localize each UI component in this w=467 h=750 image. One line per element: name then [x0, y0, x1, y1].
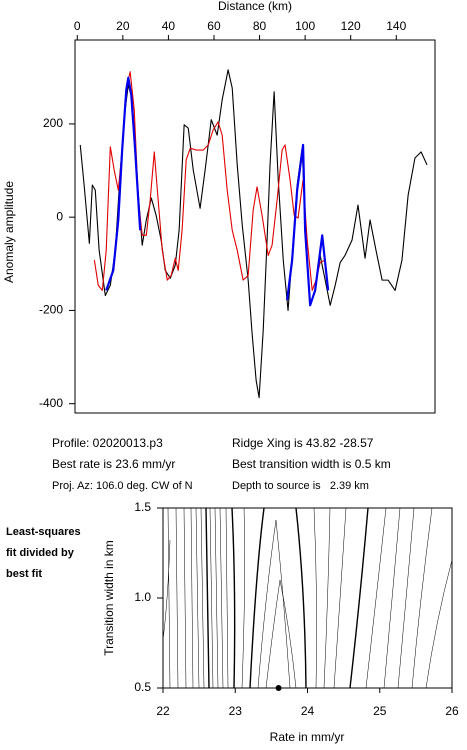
annotation: Best rate is 23.6 mm/yr [52, 457, 175, 471]
contour-line [195, 507, 200, 689]
contour-line [411, 507, 433, 689]
y-tick-label: 0 [56, 209, 63, 223]
x-tick-label: 0 [74, 19, 81, 33]
contour-line [257, 519, 291, 689]
x-tick-label: 22 [156, 704, 170, 718]
y-tick-label: -200 [39, 303, 63, 317]
contour-line [200, 507, 205, 689]
contour-line [295, 507, 307, 689]
x-tick-label: 140 [386, 19, 406, 33]
x-tick-label: 20 [116, 19, 130, 33]
contour-line [383, 507, 401, 689]
x-tick-label: 80 [253, 19, 267, 33]
contours [162, 507, 453, 689]
annotation: Depth to source is 2.39 km [232, 480, 369, 492]
contour-line [313, 507, 317, 689]
contour-line [209, 507, 214, 689]
data-line [286, 143, 330, 307]
data-point [275, 685, 282, 691]
annotation: Profile: 02020013.p3 [52, 436, 163, 450]
contour-line [214, 507, 219, 689]
contour-line [190, 507, 194, 689]
x-tick-label: 60 [207, 19, 221, 33]
y-tick-label: 200 [43, 116, 63, 130]
note-line: best fit [6, 568, 42, 580]
annotation: Ridge Xing is 43.82 -28.57 [232, 436, 374, 450]
annotation: Best transition width is 0.5 km [232, 457, 391, 471]
contour-line [425, 559, 453, 689]
contour-line [167, 507, 171, 689]
x-tick-label: 120 [341, 19, 361, 33]
contour-line [219, 507, 224, 689]
note-line: fit divided by [6, 547, 75, 559]
x-tick-label: 23 [229, 704, 243, 718]
y-tick-label: 1.5 [134, 500, 151, 514]
contour-line [249, 507, 265, 689]
contour-line [225, 507, 229, 689]
data-line [105, 76, 142, 291]
y-axis-title: Transition width in km [102, 540, 116, 656]
y-tick-label: -400 [39, 396, 63, 410]
x-axis-title: Rate in mm/yr [270, 730, 345, 744]
annotation: Proj. Az: 106.0 deg. CW of N [52, 480, 193, 492]
data-line [93, 71, 326, 291]
contour-line [241, 507, 245, 689]
y-tick-label: 1.0 [134, 590, 151, 604]
contour-line [265, 579, 297, 689]
y-tick-label: 0.5 [134, 680, 151, 694]
contour-line [162, 539, 171, 641]
x-tick-label: 100 [295, 19, 315, 33]
contour-line [323, 507, 331, 689]
x-tick-label: 24 [301, 704, 315, 718]
contour-line [205, 507, 210, 689]
x-tick-label: 40 [162, 19, 176, 33]
contour-line [365, 507, 387, 689]
contour-line [397, 507, 415, 689]
contour-line [333, 507, 347, 689]
x-axis-title: Distance (km) [218, 0, 292, 13]
x-tick-label: 26 [445, 704, 459, 718]
contour-line [175, 507, 179, 689]
y-axis-title: Anomaly amplitude [2, 181, 16, 283]
x-tick-label: 25 [373, 704, 387, 718]
note-line: Least-squares [6, 526, 81, 538]
contour-line [231, 507, 236, 689]
contour-line [183, 507, 187, 689]
contour-line [349, 507, 369, 689]
plot-frame [74, 39, 436, 414]
